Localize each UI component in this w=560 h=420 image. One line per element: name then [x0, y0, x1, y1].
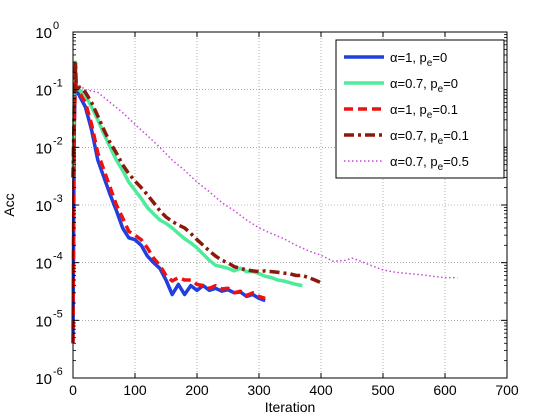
y-tick-exponent: -2	[53, 135, 63, 147]
x-tick-label: 100	[123, 382, 147, 398]
x-axis-label: Iteration	[265, 399, 316, 415]
y-tick-exponent: -6	[53, 366, 63, 378]
legend-label-5: α=0.7, pe=0.5	[390, 154, 469, 173]
x-tick-label: 400	[309, 382, 333, 398]
y-tick-label: 10	[35, 371, 52, 388]
y-axis-label: Acc	[1, 193, 17, 216]
y-tick-label: 10	[35, 313, 52, 330]
series-line-1	[71, 70, 266, 344]
series-line-5	[78, 84, 458, 279]
y-tick-exponent: -5	[53, 308, 63, 320]
x-tick-label: 700	[495, 382, 519, 398]
y-tick-exponent: -1	[53, 78, 63, 90]
legend: α=1, pe=0 α=0.7, pe=0 α=1, pe=0.1 α=0.7, pe…	[335, 39, 505, 179]
series-layer	[71, 60, 458, 344]
series-line-4	[71, 60, 322, 285]
x-tick-label: 600	[433, 382, 457, 398]
series-line-3	[71, 70, 266, 344]
y-tick-label: 10	[35, 256, 52, 273]
y-tick-exponent: -4	[53, 251, 63, 263]
x-tick-label: 0	[69, 382, 77, 398]
x-tick-label: 500	[371, 382, 395, 398]
legend-label-1: α=1, pe=0	[390, 50, 447, 69]
series-line-2	[71, 60, 303, 288]
legend-label-3: α=1, pe=0.1	[390, 102, 458, 121]
y-tick-exponent: 0	[53, 20, 59, 32]
y-tick-exponent: -3	[53, 193, 63, 205]
y-tick-label: 10	[35, 25, 52, 42]
y-tick-label: 10	[35, 198, 52, 215]
tick-labels: 0 100 200 300 400 500 600 70010-610-510-410-310…	[35, 20, 519, 398]
x-tick-label: 200	[185, 382, 209, 398]
legend-label-2: α=0.7, pe=0	[390, 76, 458, 95]
x-tick-label: 300	[247, 382, 271, 398]
legend-label-4: α=0.7, pe=0.1	[390, 128, 469, 147]
y-tick-label: 10	[35, 83, 52, 100]
y-tick-label: 10	[35, 140, 52, 157]
